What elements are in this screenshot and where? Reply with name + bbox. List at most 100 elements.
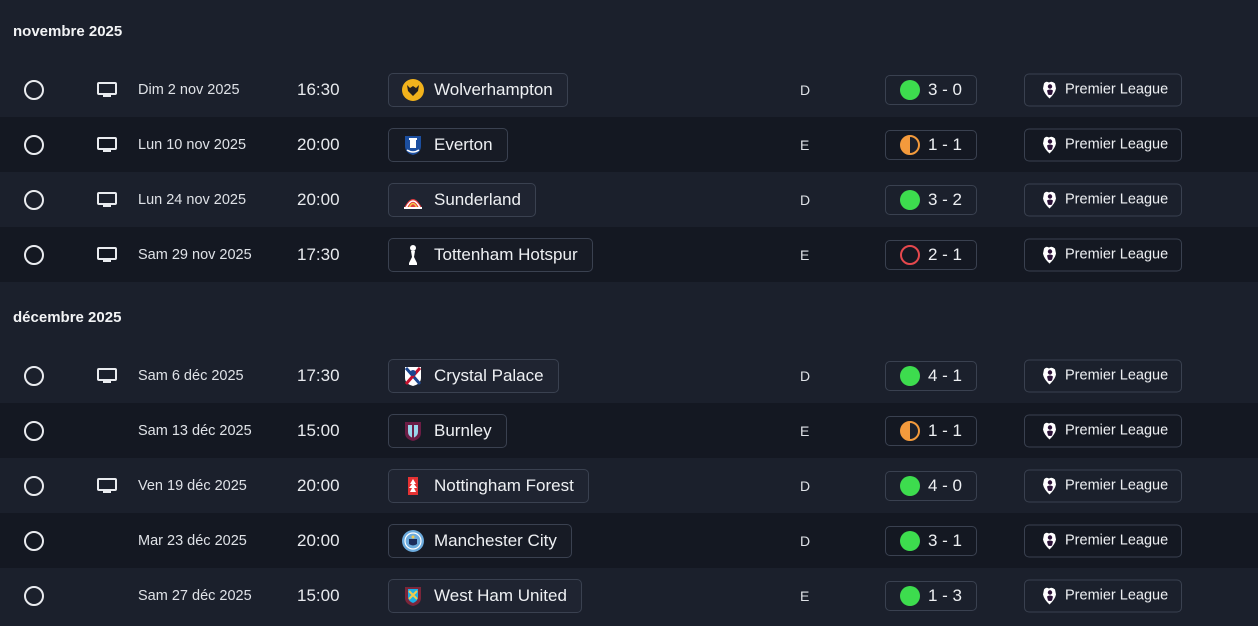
match-row[interactable]: Dim 2 nov 2025 16:30 Wolverhampton D 3 - 0 Pr… bbox=[0, 62, 1258, 117]
score-chip[interactable]: 3 - 2 bbox=[885, 184, 978, 215]
match-row[interactable]: Sam 13 déc 2025 15:00 Burnley E 1 - 1 Premier… bbox=[0, 403, 1258, 458]
match-score: 1 - 3 bbox=[928, 585, 963, 605]
opponent-name: Crystal Palace bbox=[434, 365, 544, 385]
tv-icon bbox=[97, 477, 117, 494]
opponent-chip[interactable]: Wolverhampton bbox=[388, 72, 568, 107]
match-row[interactable]: Mar 23 déc 2025 20:00 Manchester City D 3 - … bbox=[0, 513, 1258, 568]
wolves-crest-icon bbox=[401, 78, 425, 102]
score-chip[interactable]: 3 - 0 bbox=[885, 74, 978, 105]
match-time: 16:30 bbox=[297, 79, 340, 99]
match-row[interactable]: Sam 6 déc 2025 17:30 Crystal Palace D 4 - 1 P… bbox=[0, 348, 1258, 403]
match-score: 3 - 1 bbox=[928, 530, 963, 550]
competition-chip[interactable]: Premier League bbox=[1024, 524, 1182, 557]
opponent-name: Sunderland bbox=[434, 189, 521, 209]
match-time: 15:00 bbox=[297, 420, 340, 440]
score-chip[interactable]: 1 - 1 bbox=[885, 415, 978, 446]
competition-chip[interactable]: Premier League bbox=[1024, 128, 1182, 161]
premier-league-icon bbox=[1041, 531, 1058, 551]
match-row[interactable]: Ven 19 déc 2025 20:00 Nottingham Forest D 4 … bbox=[0, 458, 1258, 513]
match-score: 4 - 0 bbox=[928, 475, 963, 495]
result-win-icon bbox=[900, 189, 920, 210]
opponent-name: Nottingham Forest bbox=[434, 475, 574, 495]
nottingham-forest-crest-icon bbox=[401, 474, 425, 498]
venue-indicator: D bbox=[800, 81, 811, 98]
competition-chip[interactable]: Premier League bbox=[1024, 579, 1182, 612]
select-radio[interactable] bbox=[24, 134, 44, 155]
select-radio[interactable] bbox=[24, 420, 44, 441]
select-radio[interactable] bbox=[24, 189, 44, 210]
match-row[interactable]: Lun 24 nov 2025 20:00 Sunderland D 3 - 2 Prem… bbox=[0, 172, 1258, 227]
venue-indicator: D bbox=[800, 367, 811, 384]
match-date: Lun 10 nov 2025 bbox=[138, 136, 247, 153]
score-chip[interactable]: 2 - 1 bbox=[885, 239, 978, 270]
venue-indicator: E bbox=[800, 587, 810, 604]
competition-name: Premier League bbox=[1065, 81, 1169, 98]
match-date: Dim 2 nov 2025 bbox=[138, 81, 240, 98]
venue-indicator: D bbox=[800, 477, 811, 494]
opponent-chip[interactable]: Everton bbox=[388, 127, 508, 162]
manchester-city-crest-icon bbox=[401, 529, 425, 553]
match-date: Lun 24 nov 2025 bbox=[138, 191, 247, 208]
score-chip[interactable]: 4 - 1 bbox=[885, 360, 978, 391]
select-radio[interactable] bbox=[24, 244, 44, 265]
competition-name: Premier League bbox=[1065, 477, 1169, 494]
competition-chip[interactable]: Premier League bbox=[1024, 238, 1182, 271]
competition-name: Premier League bbox=[1065, 367, 1169, 384]
burnley-crest-icon bbox=[401, 419, 425, 443]
premier-league-icon bbox=[1041, 476, 1058, 496]
match-date: Ven 19 déc 2025 bbox=[138, 477, 247, 494]
competition-chip[interactable]: Premier League bbox=[1024, 414, 1182, 447]
opponent-chip[interactable]: Sunderland bbox=[388, 182, 536, 217]
match-score: 1 - 1 bbox=[928, 420, 963, 440]
premier-league-icon bbox=[1041, 135, 1058, 155]
opponent-chip[interactable]: Burnley bbox=[388, 413, 507, 448]
match-time: 20:00 bbox=[297, 475, 340, 495]
select-radio[interactable] bbox=[24, 585, 44, 606]
premier-league-icon bbox=[1041, 586, 1058, 606]
competition-chip[interactable]: Premier League bbox=[1024, 183, 1182, 216]
score-chip[interactable]: 1 - 3 bbox=[885, 580, 978, 611]
match-time: 20:00 bbox=[297, 134, 340, 154]
select-radio[interactable] bbox=[24, 475, 44, 496]
tv-icon bbox=[97, 367, 117, 384]
score-chip[interactable]: 3 - 1 bbox=[885, 525, 978, 556]
match-row[interactable]: Sam 29 nov 2025 17:30 Tottenham Hotspur E 2 … bbox=[0, 227, 1258, 282]
tv-icon bbox=[97, 81, 117, 98]
competition-name: Premier League bbox=[1065, 246, 1169, 263]
result-loss-icon bbox=[900, 244, 920, 265]
opponent-chip[interactable]: Nottingham Forest bbox=[388, 468, 589, 503]
opponent-name: West Ham United bbox=[434, 585, 567, 605]
match-score: 3 - 2 bbox=[928, 189, 963, 209]
section-spacer bbox=[0, 282, 1258, 286]
select-radio[interactable] bbox=[24, 530, 44, 551]
opponent-chip[interactable]: West Ham United bbox=[388, 578, 582, 613]
premier-league-icon bbox=[1041, 366, 1058, 386]
result-draw-icon bbox=[900, 134, 920, 155]
opponent-name: Everton bbox=[434, 134, 493, 154]
result-win-icon bbox=[900, 530, 920, 551]
select-radio[interactable] bbox=[24, 79, 44, 100]
competition-chip[interactable]: Premier League bbox=[1024, 359, 1182, 392]
result-win-icon bbox=[900, 365, 920, 386]
month-header: novembre 2025 bbox=[0, 0, 1258, 62]
competition-chip[interactable]: Premier League bbox=[1024, 469, 1182, 502]
venue-indicator: E bbox=[800, 246, 810, 263]
opponent-chip[interactable]: Manchester City bbox=[388, 523, 572, 558]
match-date: Sam 29 nov 2025 bbox=[138, 246, 252, 263]
match-time: 20:00 bbox=[297, 530, 340, 550]
score-chip[interactable]: 1 - 1 bbox=[885, 129, 978, 160]
match-row[interactable]: Sam 27 déc 2025 15:00 West Ham United E 1 - … bbox=[0, 568, 1258, 623]
competition-name: Premier League bbox=[1065, 422, 1169, 439]
venue-indicator: E bbox=[800, 136, 810, 153]
opponent-chip[interactable]: Crystal Palace bbox=[388, 358, 559, 393]
tv-icon bbox=[97, 191, 117, 208]
opponent-name: Wolverhampton bbox=[434, 79, 553, 99]
west-ham-crest-icon bbox=[401, 584, 425, 608]
premier-league-icon bbox=[1041, 245, 1058, 265]
competition-chip[interactable]: Premier League bbox=[1024, 73, 1182, 106]
opponent-chip[interactable]: Tottenham Hotspur bbox=[388, 237, 593, 272]
select-radio[interactable] bbox=[24, 365, 44, 386]
score-chip[interactable]: 4 - 0 bbox=[885, 470, 978, 501]
competition-name: Premier League bbox=[1065, 532, 1169, 549]
match-row[interactable]: Lun 10 nov 2025 20:00 Everton E 1 - 1 Premier… bbox=[0, 117, 1258, 172]
